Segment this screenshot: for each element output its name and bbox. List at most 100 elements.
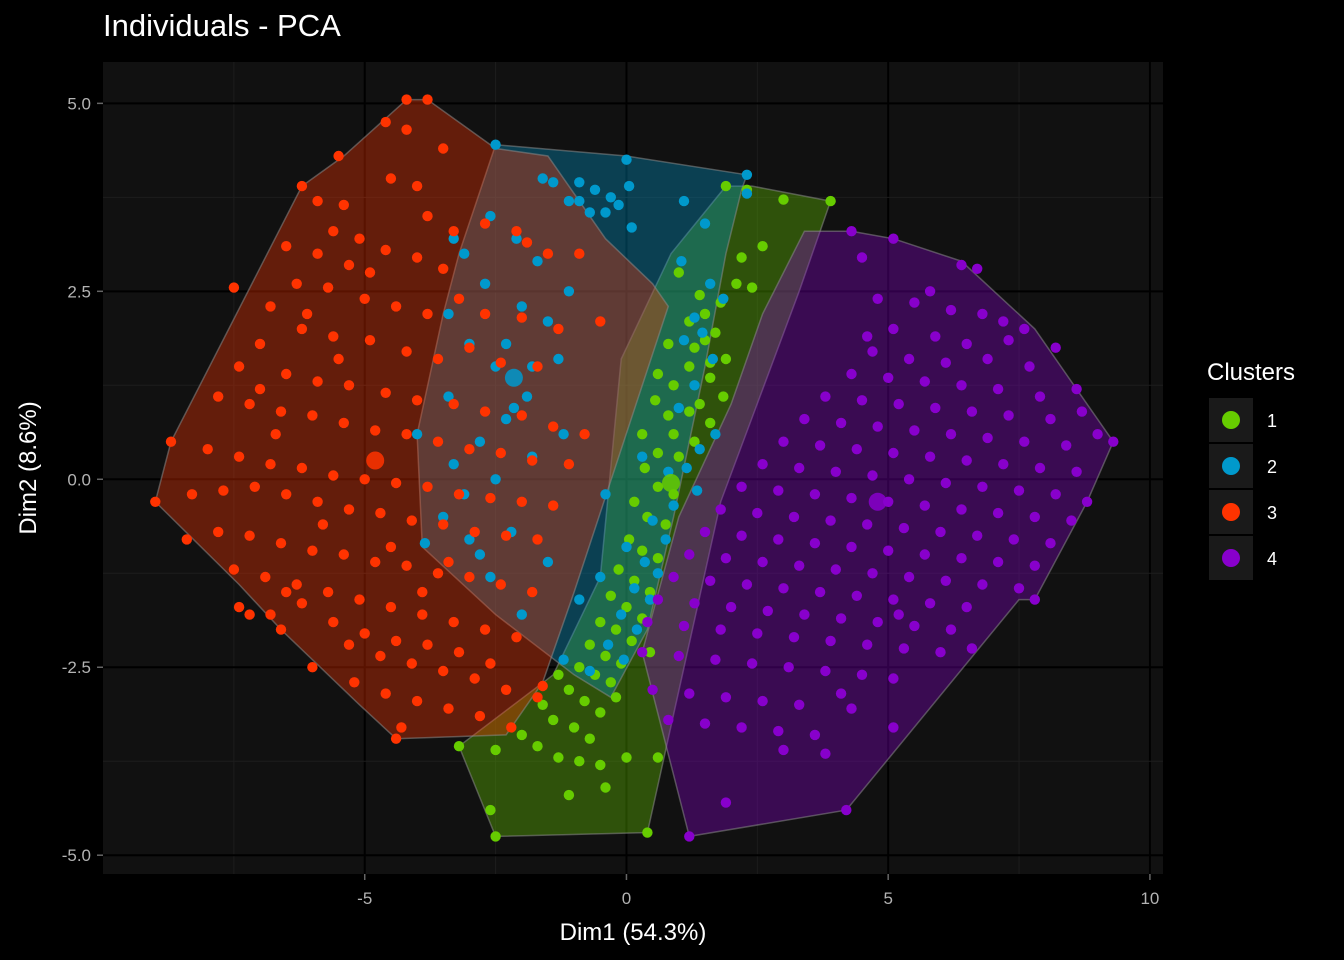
- point-cluster-2: [705, 278, 716, 289]
- point-cluster-1: [490, 744, 501, 756]
- point-cluster-2: [542, 316, 554, 327]
- point-cluster-4: [814, 440, 826, 451]
- point-cluster-3: [443, 703, 454, 714]
- point-cluster-3: [464, 342, 475, 353]
- point-cluster-4: [699, 526, 711, 538]
- point-cluster-1: [668, 429, 679, 440]
- point-cluster-3: [401, 429, 412, 440]
- point-cluster-2: [678, 195, 690, 207]
- point-cluster-1: [710, 327, 721, 338]
- point-cluster-4: [809, 729, 821, 741]
- point-cluster-3: [291, 278, 302, 289]
- point-cluster-2: [699, 218, 711, 229]
- point-cluster-4: [872, 421, 883, 432]
- point-cluster-1: [778, 194, 789, 205]
- cluster-centroids: [366, 368, 887, 511]
- point-cluster-4: [992, 383, 1004, 395]
- point-cluster-2: [697, 327, 708, 338]
- point-cluster-1: [731, 278, 742, 289]
- point-cluster-3: [296, 598, 308, 609]
- point-cluster-1: [720, 353, 732, 365]
- legend-title: Clusters: [1207, 359, 1295, 386]
- point-cluster-4: [820, 391, 831, 402]
- point-cluster-3: [380, 116, 391, 128]
- point-cluster-3: [448, 616, 459, 628]
- point-cluster-3: [186, 489, 198, 500]
- point-cluster-4: [1003, 410, 1014, 421]
- point-cluster-2: [574, 594, 585, 605]
- centroid-cluster-2: [504, 368, 523, 387]
- point-cluster-3: [406, 515, 417, 526]
- point-cluster-4: [673, 650, 684, 662]
- point-cluster-3: [359, 293, 370, 304]
- point-cluster-4: [919, 549, 930, 560]
- point-cluster-3: [338, 417, 349, 429]
- centroid-cluster-3: [366, 451, 385, 470]
- point-cluster-3: [281, 241, 292, 252]
- point-cluster-4: [992, 556, 1004, 568]
- point-cluster-4: [799, 413, 810, 425]
- point-cluster-2: [511, 233, 522, 244]
- point-cluster-3: [265, 609, 276, 620]
- point-cluster-3: [537, 680, 548, 692]
- point-cluster-4: [835, 688, 847, 699]
- point-cluster-2: [618, 654, 629, 665]
- point-cluster-4: [710, 654, 721, 665]
- point-cluster-3: [495, 447, 506, 459]
- point-cluster-3: [438, 519, 449, 530]
- point-cluster-4: [841, 804, 852, 816]
- point-cluster-1: [642, 827, 653, 838]
- point-cluster-3: [213, 391, 224, 402]
- point-cluster-1: [684, 406, 695, 417]
- point-cluster-2: [741, 169, 753, 180]
- x-tick-label: 5: [883, 889, 892, 908]
- y-tick-label: 5.0: [67, 94, 91, 113]
- point-cluster-4: [1013, 485, 1025, 496]
- point-cluster-3: [281, 586, 292, 598]
- point-cluster-4: [909, 425, 920, 436]
- point-cluster-1: [705, 417, 716, 429]
- point-cluster-3: [448, 398, 459, 410]
- point-cluster-1: [600, 782, 611, 793]
- point-cluster-2: [553, 353, 564, 365]
- point-cluster-3: [233, 361, 245, 372]
- point-cluster-4: [684, 831, 695, 842]
- point-cluster-4: [982, 353, 993, 365]
- point-cluster-4: [846, 368, 857, 380]
- point-cluster-4: [1019, 323, 1030, 335]
- point-cluster-4: [924, 286, 936, 297]
- point-cluster-1: [694, 289, 705, 301]
- point-cluster-4: [898, 522, 910, 534]
- point-cluster-1: [825, 195, 836, 207]
- point-cluster-3: [485, 492, 496, 504]
- point-cluster-3: [385, 173, 397, 184]
- point-cluster-4: [736, 722, 747, 733]
- point-cluster-3: [312, 496, 323, 507]
- point-cluster-2: [548, 177, 559, 188]
- point-cluster-3: [312, 248, 323, 259]
- point-cluster-4: [1092, 429, 1103, 440]
- point-cluster-3: [579, 429, 590, 440]
- point-cluster-3: [401, 94, 412, 105]
- point-cluster-2: [647, 515, 658, 526]
- point-cluster-3: [296, 323, 308, 335]
- point-cluster-4: [773, 534, 784, 545]
- point-cluster-4: [1066, 515, 1077, 526]
- point-cluster-2: [574, 195, 585, 207]
- point-cluster-3: [390, 477, 402, 489]
- point-cluster-4: [652, 594, 664, 605]
- point-cluster-4: [935, 647, 946, 658]
- point-cluster-4: [862, 331, 873, 342]
- legend-label-4: 4: [1267, 549, 1277, 569]
- point-cluster-2: [691, 485, 703, 496]
- point-cluster-1: [673, 451, 684, 462]
- point-cluster-4: [720, 553, 732, 564]
- point-cluster-3: [500, 684, 512, 695]
- point-cluster-2: [652, 568, 664, 579]
- point-cluster-4: [945, 624, 957, 635]
- point-cluster-3: [563, 459, 575, 470]
- point-cluster-1: [705, 372, 716, 383]
- point-cluster-1: [600, 650, 611, 662]
- point-cluster-3: [233, 451, 245, 462]
